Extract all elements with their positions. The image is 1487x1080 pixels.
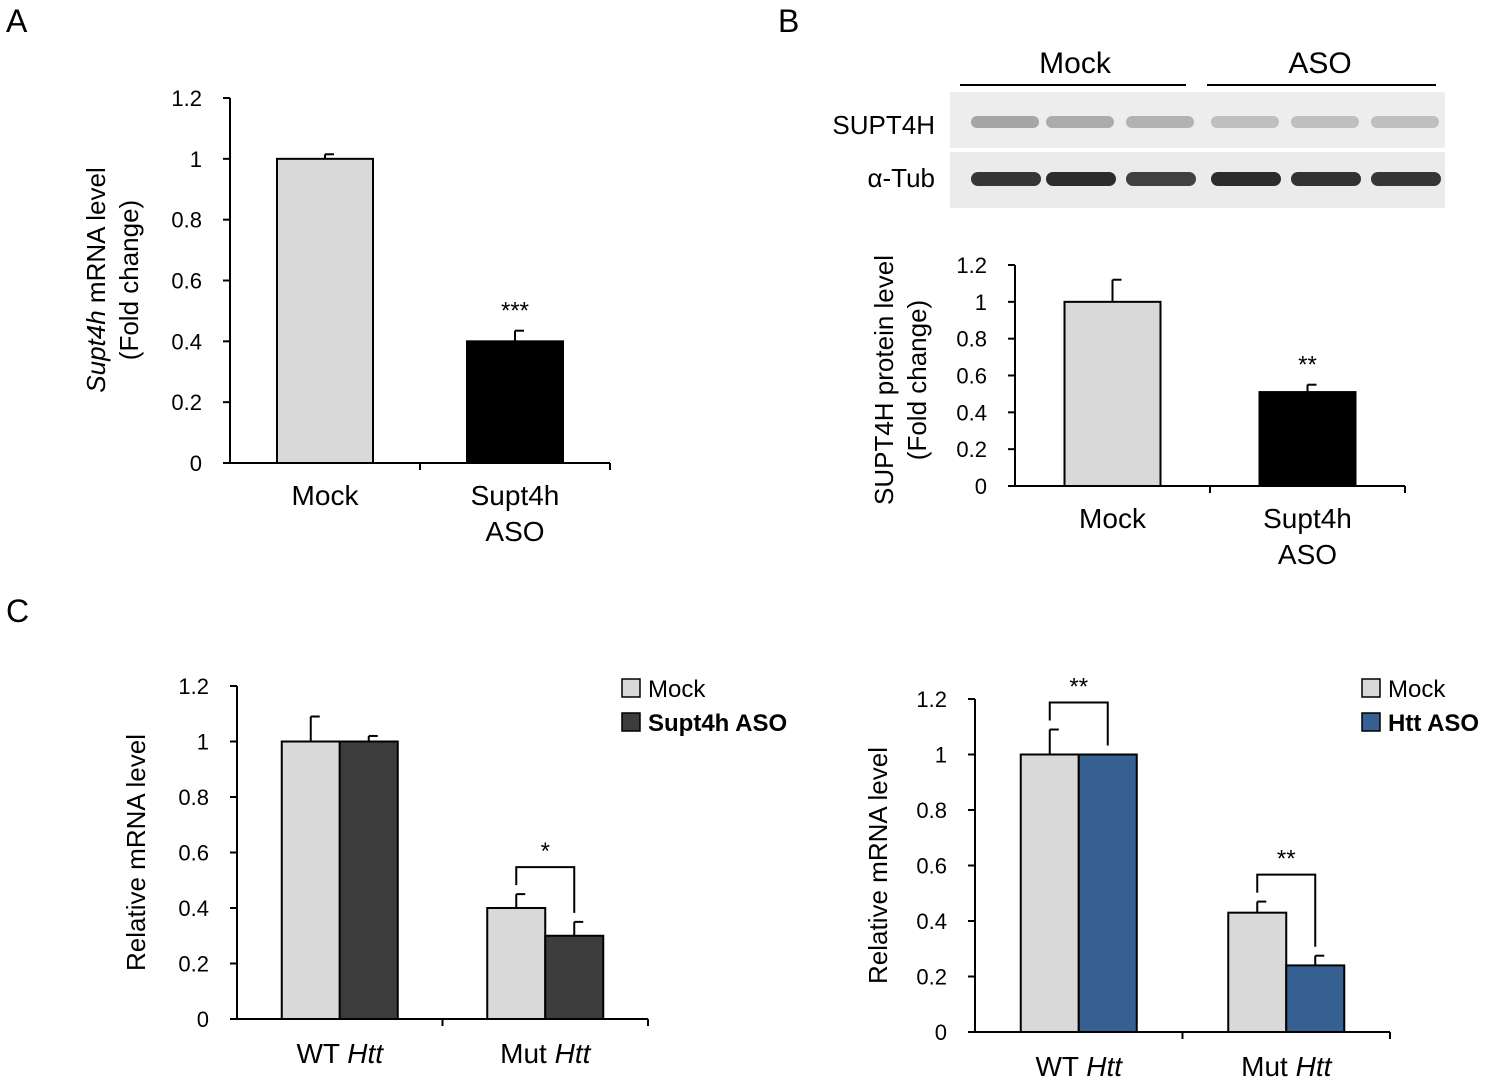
chart-c-left-bars: 0 0.2 0.4 0.6 0.8 1 1.2 WT Htt * Mut Htt Relative … bbox=[121, 674, 787, 1069]
chart-c-right-significance: ** bbox=[1069, 674, 1088, 701]
chart-a-y-tick-label: 0.4 bbox=[171, 329, 202, 354]
blot-row-label-tubulin: α-Tub bbox=[867, 163, 935, 193]
chart-c-left-y-tick-label: 1.2 bbox=[178, 674, 209, 699]
chart-c-right-y-tick-label: 0.6 bbox=[916, 854, 947, 879]
chart-c-right-legend-swatch bbox=[1361, 712, 1381, 732]
chart-c-left-legend-swatch bbox=[621, 712, 641, 732]
chart-c-left-legend-swatch bbox=[621, 678, 641, 698]
chart-b-bar bbox=[1063, 300, 1162, 488]
panel-letter-b: B bbox=[778, 3, 799, 39]
chart-a-y-tick-label: 0.2 bbox=[171, 390, 202, 415]
chart-c-right-legend-swatch bbox=[1361, 678, 1381, 698]
chart-c-left-y-label: Relative mRNA level bbox=[121, 734, 151, 971]
chart-c-left-bar bbox=[486, 907, 547, 1020]
chart-b-category-label: Supt4h bbox=[1263, 503, 1352, 534]
chart-b-y-tick-label: 0.8 bbox=[956, 327, 987, 352]
chart-b-y-tick-label: 0.6 bbox=[956, 364, 987, 389]
chart-a-y-label: Supt4h mRNA level bbox=[81, 167, 111, 392]
chart-c-right-y-tick-label: 1 bbox=[935, 743, 947, 768]
blot-bands bbox=[971, 116, 1441, 186]
chart-a-y-label-line2: (Fold change) bbox=[114, 200, 144, 360]
chart-c-left-legend-label: Supt4h ASO bbox=[648, 710, 787, 737]
chart-c-left-bar bbox=[280, 740, 341, 1020]
chart-c-right-bar bbox=[1227, 911, 1288, 1033]
chart-b-significance: ** bbox=[1298, 352, 1317, 379]
blot-band-supt4h bbox=[1371, 116, 1439, 128]
chart-a-bars: 0 0.2 0.4 0.6 0.8 1 1.2 Mock *** Supt4h ASO Supt4h … bbox=[81, 86, 611, 547]
chart-c-right-bar bbox=[1077, 753, 1138, 1033]
chart-a-bar bbox=[466, 340, 564, 465]
chart-c-right-legend-label: Mock bbox=[1388, 676, 1446, 703]
chart-a-y-tick-label: 0.8 bbox=[171, 208, 202, 233]
chart-c-right-bar bbox=[1285, 964, 1346, 1034]
chart-c-left-y-tick-label: 0.4 bbox=[178, 896, 209, 921]
chart-a-significance: *** bbox=[501, 298, 529, 325]
chart-c-right-legend-label: Htt ASO bbox=[1388, 710, 1479, 737]
chart-c-right-y-tick-label: 0.4 bbox=[916, 909, 947, 934]
blot-band-supt4h bbox=[1126, 116, 1194, 128]
chart-b-y-tick-label: 0.2 bbox=[956, 437, 987, 462]
chart-b-category-label: Mock bbox=[1079, 503, 1147, 534]
chart-a-bar bbox=[276, 157, 374, 464]
panel-letter-c: C bbox=[6, 593, 29, 629]
chart-c-left-group-label: Mut Htt bbox=[500, 1038, 591, 1069]
chart-c-right-y-tick-label: 0 bbox=[935, 1020, 947, 1045]
western-blot: Mock ASO SUPT4H α-Tub bbox=[832, 47, 1445, 208]
chart-c-right-bars: 0 0.2 0.4 0.6 0.8 1 1.2 ** WT Htt ** Mut Htt Relati… bbox=[863, 674, 1479, 1080]
chart-c-left-y-tick-label: 0.6 bbox=[178, 841, 209, 866]
blot-band-tubulin bbox=[1046, 172, 1116, 186]
chart-a-y-tick-label: 0.6 bbox=[171, 269, 202, 294]
blot-band-tubulin bbox=[1291, 172, 1361, 186]
chart-c-right-group-label: Mut Htt bbox=[1241, 1051, 1332, 1080]
blot-band-supt4h bbox=[1046, 116, 1114, 128]
chart-c-right-y-tick-label: 0.2 bbox=[916, 965, 947, 990]
blot-band-tubulin bbox=[1211, 172, 1281, 186]
chart-b-y-tick-label: 1 bbox=[975, 290, 987, 315]
chart-c-right-significance-bracket bbox=[1256, 873, 1317, 947]
chart-a-y-tick-label: 1.2 bbox=[171, 86, 202, 111]
chart-c-left-y-tick-label: 0 bbox=[197, 1007, 209, 1032]
blot-row-label-supt4h: SUPT4H bbox=[832, 110, 935, 140]
chart-b-y-label: SUPT4H protein level bbox=[869, 255, 899, 505]
chart-c-right-bar bbox=[1019, 753, 1080, 1033]
chart-c-left-legend-label: Mock bbox=[648, 676, 706, 703]
chart-c-right-y-tick-label: 1.2 bbox=[916, 687, 947, 712]
blot-group-label-aso: ASO bbox=[1288, 47, 1351, 80]
chart-c-left-significance: * bbox=[541, 838, 550, 865]
chart-c-right-significance: ** bbox=[1277, 846, 1296, 873]
chart-c-left-y-tick-label: 1 bbox=[197, 730, 209, 755]
panel-letter-a: A bbox=[6, 3, 28, 39]
chart-c-right-y-tick-label: 0.8 bbox=[916, 798, 947, 823]
chart-a-category-label: ASO bbox=[485, 516, 544, 547]
chart-c-left-bar bbox=[338, 740, 399, 1020]
chart-b-bars: 0 0.2 0.4 0.6 0.8 1 1.2 Mock ** Supt4h ASO SUPT4H p… bbox=[869, 253, 1406, 570]
chart-c-left-significance-bracket bbox=[515, 866, 576, 913]
blot-band-supt4h bbox=[1291, 116, 1359, 128]
chart-b-bar bbox=[1258, 391, 1357, 488]
blot-band-supt4h bbox=[1211, 116, 1279, 128]
blot-band-tubulin bbox=[1371, 172, 1441, 186]
chart-c-left-y-tick-label: 0.2 bbox=[178, 952, 209, 977]
blot-group-label-mock: Mock bbox=[1039, 47, 1112, 80]
chart-c-right-y-label: Relative mRNA level bbox=[863, 747, 893, 984]
chart-b-y-tick-label: 1.2 bbox=[956, 253, 987, 278]
blot-band-supt4h bbox=[971, 116, 1039, 128]
blot-band-tubulin bbox=[1126, 172, 1196, 186]
chart-c-left-group-label: WT Htt bbox=[296, 1038, 384, 1069]
chart-a-y-tick-label: 1 bbox=[190, 147, 202, 172]
chart-b-y-label-line2: (Fold change) bbox=[902, 300, 932, 460]
chart-b-y-tick-label: 0 bbox=[975, 474, 987, 499]
chart-a-category-label: Supt4h bbox=[471, 480, 560, 511]
chart-c-right-significance-bracket bbox=[1048, 701, 1109, 746]
chart-a-y-tick-label: 0 bbox=[190, 451, 202, 476]
chart-c-left-bar bbox=[544, 934, 605, 1020]
chart-c-left-y-tick-label: 0.8 bbox=[178, 785, 209, 810]
chart-a-category-label: Mock bbox=[292, 480, 360, 511]
blot-band-tubulin bbox=[971, 172, 1041, 186]
chart-c-right-group-label: WT Htt bbox=[1035, 1051, 1123, 1080]
chart-b-category-label: ASO bbox=[1278, 539, 1337, 570]
chart-b-y-tick-label: 0.4 bbox=[956, 400, 987, 425]
